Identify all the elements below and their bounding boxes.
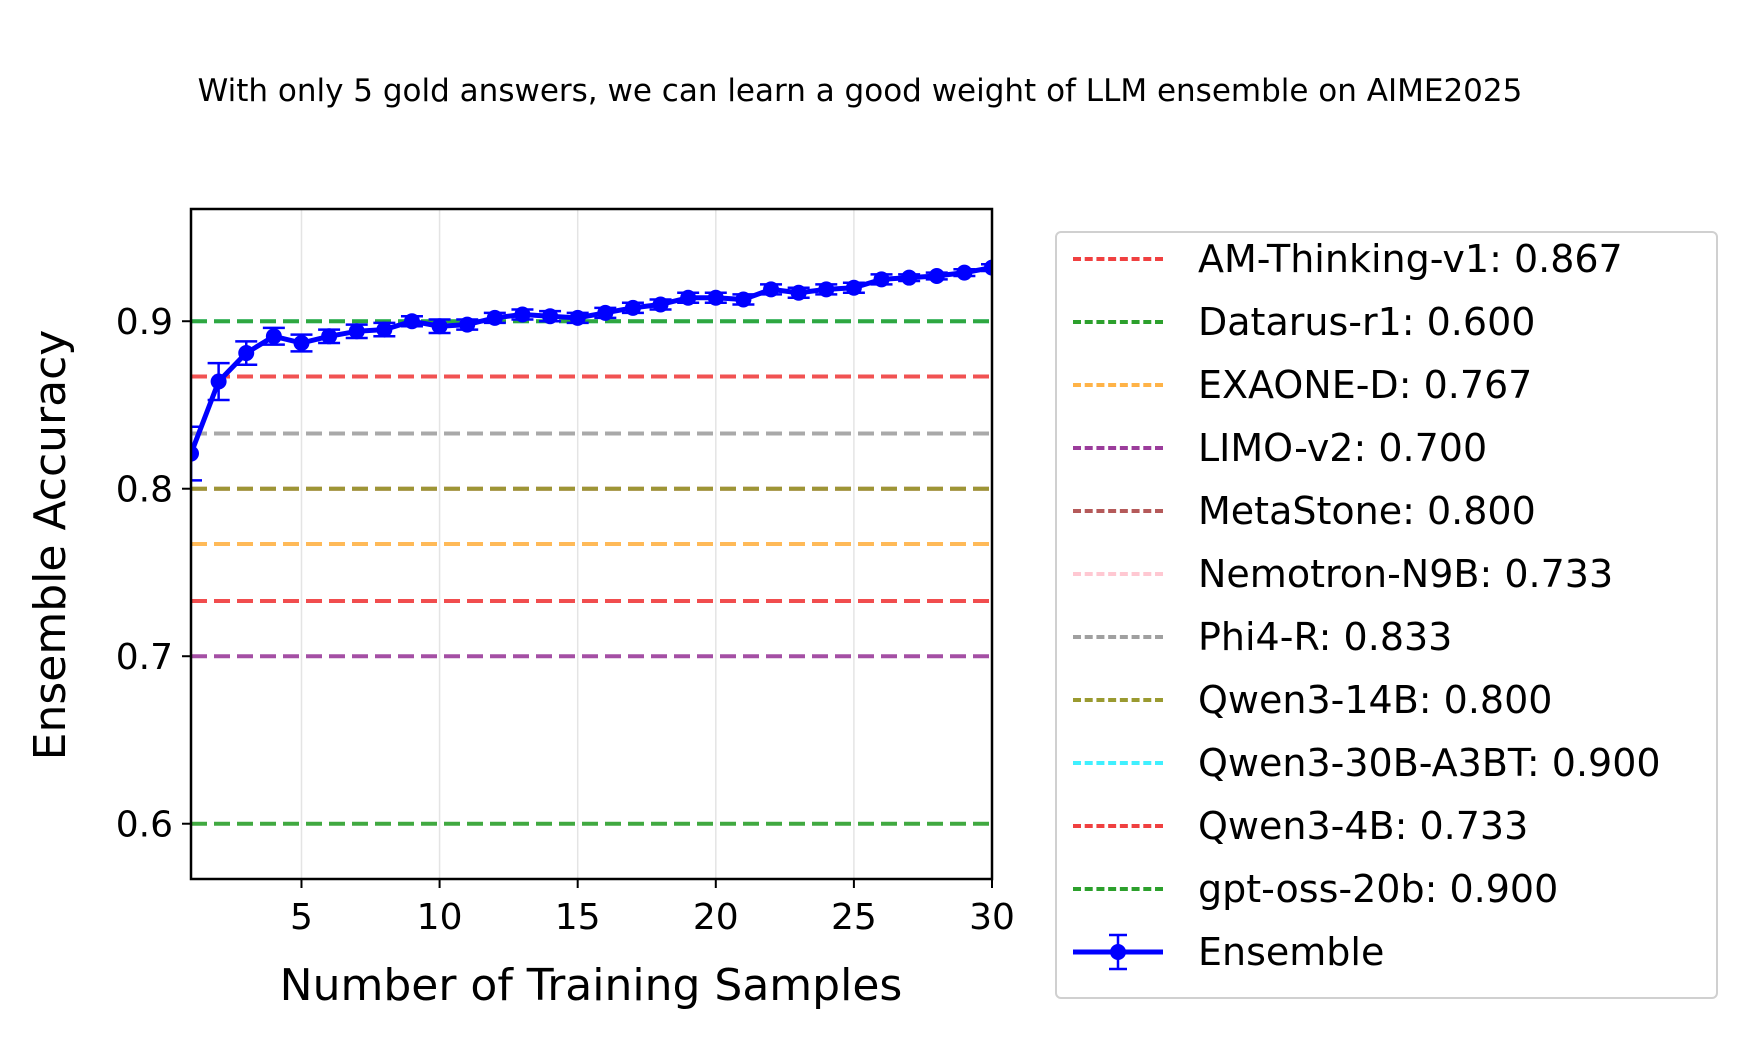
y-axis-label: Ensemble Accuracy: [25, 330, 76, 761]
ensemble-point: [735, 291, 752, 308]
legend-item-nemotron-n9b: Nemotron-N9B: 0.733: [1057, 552, 1614, 596]
ensemble-point: [680, 289, 697, 306]
plot-frame: [189, 207, 994, 881]
ensemble-point: [293, 335, 310, 351]
legend-marker: [1073, 761, 1163, 765]
legend-label: Qwen3-14B: 0.800: [1198, 678, 1553, 722]
ensemble-point: [542, 308, 559, 325]
ensemble-point: [514, 306, 531, 323]
legend-item-gpt-oss-20b: gpt-oss-20b: 0.900: [1057, 867, 1559, 911]
legend-item-metastone: MetaStone: 0.800: [1057, 489, 1536, 533]
ensemble-point: [431, 318, 448, 335]
ensemble-point: [707, 289, 724, 306]
baseline-lines: [191, 319, 992, 826]
legend-label: Qwen3-30B-A3BT: 0.900: [1198, 741, 1661, 785]
x-axis-label: Number of Training Samples: [280, 960, 903, 1011]
legend-marker: [1073, 383, 1163, 387]
ensemble-point: [210, 373, 227, 390]
legend-marker: [1073, 509, 1163, 513]
x-tick-label: 25: [831, 897, 877, 938]
ensemble-point: [376, 321, 393, 338]
legend-item-qwen3-14b: Qwen3-14B: 0.800: [1057, 678, 1553, 722]
y-tick-label: 0.7: [116, 637, 173, 678]
legend: AM-Thinking-v1: 0.867 Datarus-r1: 0.600 EX…: [1055, 231, 1718, 999]
chart-title: With only 5 gold answers, we can learn a…: [198, 73, 1523, 109]
ensemble-point: [459, 316, 476, 333]
legend-item-am-thinking-v1: AM-Thinking-v1: 0.867: [1057, 237, 1623, 281]
ensemble-point: [873, 271, 890, 288]
legend-label: LIMO-v2: 0.700: [1198, 426, 1488, 470]
ensemble-point: [191, 445, 199, 462]
legend-label: Ensemble: [1198, 930, 1385, 974]
ensemble-point: [403, 313, 420, 330]
y-axis-ticks: 0.6 0.7 0.8 0.9: [116, 302, 191, 846]
legend-label: Qwen3-4B: 0.733: [1198, 804, 1529, 848]
ensemble-point: [818, 281, 835, 298]
legend-item-qwen3-4b: Qwen3-4B: 0.733: [1057, 804, 1529, 848]
legend-label: Datarus-r1: 0.600: [1198, 300, 1536, 344]
legend-label: MetaStone: 0.800: [1198, 489, 1536, 533]
legend-label: AM-Thinking-v1: 0.867: [1198, 237, 1623, 281]
legend-marker: [1073, 446, 1163, 450]
legend-label: EXAONE-D: 0.767: [1198, 363, 1533, 407]
x-tick-label: 5: [290, 897, 313, 938]
legend-label: Phi4-R: 0.833: [1198, 615, 1453, 659]
ensemble-point: [486, 309, 503, 326]
legend-item-ensemble: Ensemble: [1057, 930, 1385, 974]
ensemble-point: [624, 299, 641, 316]
ensemble-point: [928, 268, 945, 284]
x-axis-ticks: 5 10 15 20 25 30: [290, 879, 1015, 938]
ensemble-point: [348, 323, 365, 340]
legend-item-qwen3-30b-a3bt: Qwen3-30B-A3BT: 0.900: [1057, 741, 1661, 785]
ensemble-series: [191, 259, 992, 482]
x-tick-label: 20: [693, 897, 739, 938]
ensemble-point: [569, 309, 586, 326]
ensemble-point: [321, 328, 338, 345]
legend-label: Nemotron-N9B: 0.733: [1198, 552, 1614, 596]
legend-marker: [1073, 635, 1163, 639]
ensemble-point: [597, 304, 614, 321]
legend-marker: [1073, 887, 1163, 891]
legend-marker: [1073, 698, 1163, 702]
legend-marker: [1073, 572, 1163, 576]
ensemble-point: [845, 279, 862, 296]
x-tick-label: 10: [417, 897, 463, 938]
legend-item-phi4-r: Phi4-R: 0.833: [1057, 615, 1453, 659]
legend-marker: [1073, 257, 1163, 261]
ensemble-point: [984, 259, 992, 276]
legend-label: gpt-oss-20b: 0.900: [1198, 867, 1559, 911]
ensemble-point: [790, 284, 807, 301]
y-tick-label: 0.6: [116, 805, 173, 846]
legend-item-limo-v2: LIMO-v2: 0.700: [1057, 426, 1488, 470]
x-tick-label: 15: [555, 897, 601, 938]
ensemble-line: [191, 265, 992, 455]
legend-marker: [1073, 824, 1163, 828]
legend-marker: [1073, 933, 1163, 971]
ensemble-point: [763, 281, 780, 298]
legend-marker: [1073, 320, 1163, 324]
legend-item-exaone-d: EXAONE-D: 0.767: [1057, 363, 1533, 407]
ensemble-point: [265, 328, 282, 345]
x-tick-label: 30: [969, 897, 1015, 938]
ensemble-point: [956, 264, 973, 281]
y-tick-label: 0.8: [116, 470, 173, 511]
ensemble-point: [652, 296, 669, 313]
ensemble-point: [238, 345, 255, 362]
ensemble-point: [901, 269, 918, 286]
y-tick-label: 0.9: [116, 302, 173, 343]
legend-item-datarus-r1: Datarus-r1: 0.600: [1057, 300, 1536, 344]
